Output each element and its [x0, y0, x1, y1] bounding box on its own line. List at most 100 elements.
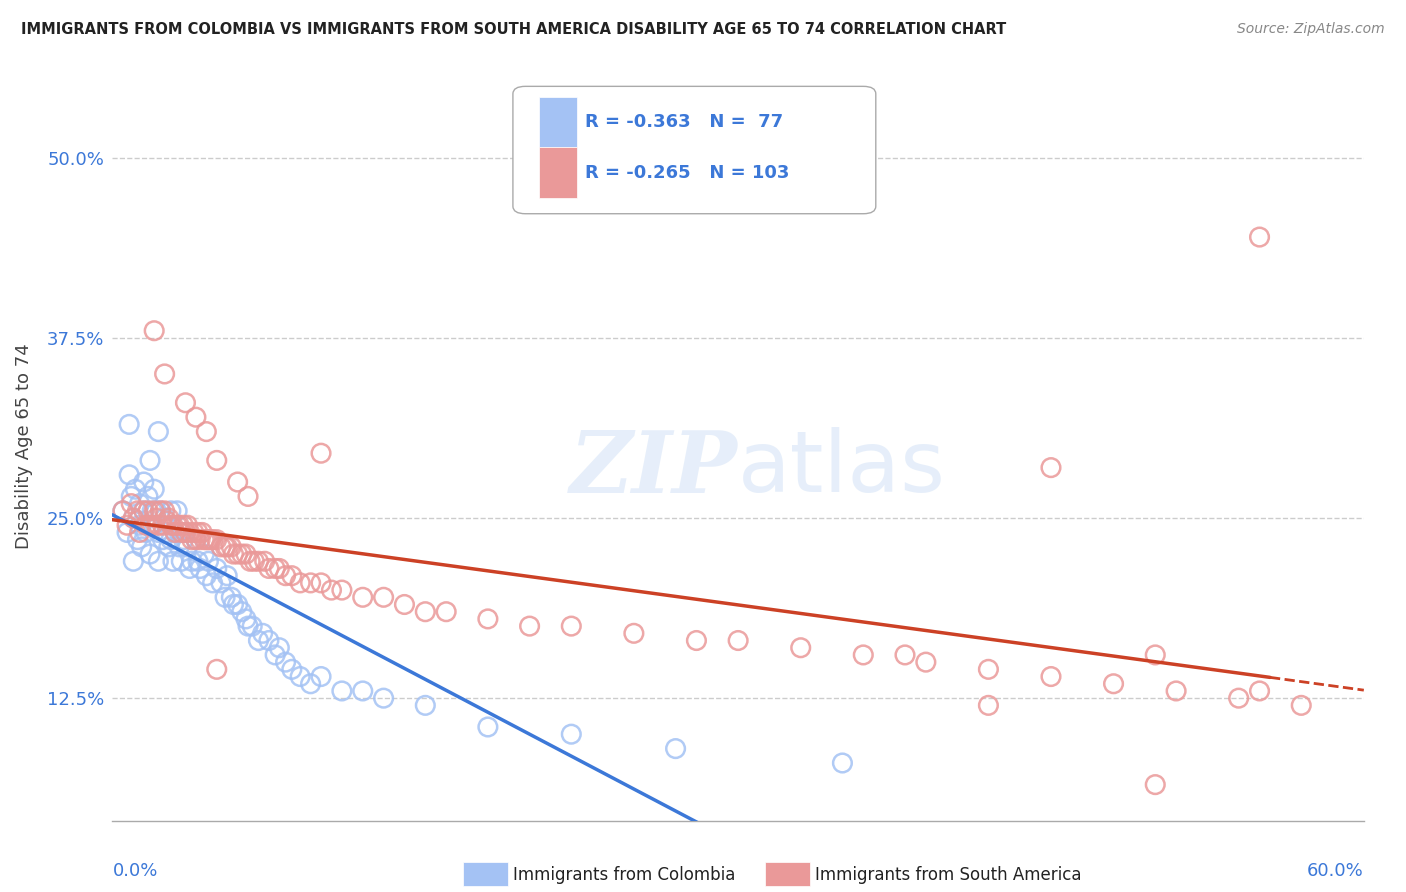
Point: [321, 583, 343, 598]
Point: [330, 684, 353, 698]
Point: [120, 490, 142, 504]
Point: [153, 511, 176, 525]
Text: R = -0.363   N =  77: R = -0.363 N = 77: [585, 113, 783, 131]
Point: [231, 547, 253, 561]
Point: [139, 453, 162, 467]
Point: [253, 554, 276, 568]
Text: 0.0%: 0.0%: [112, 863, 157, 880]
Point: [477, 612, 499, 626]
Point: [195, 533, 218, 547]
Point: [118, 467, 141, 482]
Point: [163, 525, 186, 540]
Point: [1249, 230, 1271, 244]
Point: [221, 591, 243, 605]
Text: 60.0%: 60.0%: [1308, 863, 1364, 880]
Point: [560, 727, 582, 741]
Text: Immigrants from Colombia: Immigrants from Colombia: [513, 866, 735, 884]
Point: [167, 518, 190, 533]
Point: [152, 518, 174, 533]
Text: Source: ZipAtlas.com: Source: ZipAtlas.com: [1237, 22, 1385, 37]
Point: [281, 662, 304, 676]
Text: atlas: atlas: [738, 427, 946, 510]
Point: [170, 554, 193, 568]
Point: [217, 568, 239, 582]
Point: [193, 547, 215, 561]
Point: [148, 425, 170, 439]
Point: [160, 518, 183, 533]
Point: [252, 626, 274, 640]
Point: [163, 525, 186, 540]
Point: [184, 410, 207, 425]
Point: [132, 475, 155, 489]
Point: [239, 554, 262, 568]
Point: [269, 640, 291, 655]
Point: [373, 691, 395, 706]
Point: [191, 525, 214, 540]
Point: [226, 598, 249, 612]
Point: [131, 540, 153, 554]
Point: [231, 605, 253, 619]
Point: [200, 533, 222, 547]
Point: [309, 446, 332, 460]
Point: [136, 490, 159, 504]
Point: [183, 525, 205, 540]
Point: [157, 540, 180, 554]
Point: [160, 504, 183, 518]
Point: [269, 561, 291, 575]
Point: [240, 619, 263, 633]
Point: [1144, 778, 1167, 792]
Point: [160, 533, 183, 547]
Point: [1227, 691, 1250, 706]
Point: [162, 518, 184, 533]
Point: [145, 504, 167, 518]
Point: [167, 540, 190, 554]
Point: [176, 518, 198, 533]
Point: [111, 504, 134, 518]
Y-axis label: Disability Age 65 to 74: Disability Age 65 to 74: [15, 343, 32, 549]
Point: [118, 417, 141, 432]
Point: [143, 518, 166, 533]
Point: [1102, 677, 1125, 691]
Point: [201, 533, 224, 547]
Point: [187, 554, 209, 568]
Point: [172, 518, 194, 533]
Point: [894, 648, 917, 662]
Point: [141, 518, 163, 533]
Point: [623, 626, 645, 640]
Point: [115, 525, 138, 540]
Point: [330, 583, 353, 598]
Point: [139, 547, 162, 561]
Point: [236, 490, 259, 504]
Point: [115, 518, 138, 533]
Point: [136, 504, 159, 518]
Point: [209, 540, 232, 554]
Point: [172, 533, 194, 547]
Point: [290, 575, 312, 590]
Point: [413, 698, 436, 713]
Point: [1039, 669, 1063, 683]
Point: [153, 367, 176, 381]
Point: [222, 598, 245, 612]
Point: [281, 568, 304, 582]
Point: [145, 511, 167, 525]
Point: [197, 533, 219, 547]
Point: [195, 425, 218, 439]
Point: [187, 525, 209, 540]
Point: [413, 605, 436, 619]
Point: [197, 554, 219, 568]
Text: IMMIGRANTS FROM COLOMBIA VS IMMIGRANTS FROM SOUTH AMERICA DISABILITY AGE 65 TO 7: IMMIGRANTS FROM COLOMBIA VS IMMIGRANTS F…: [21, 22, 1007, 37]
Point: [132, 504, 155, 518]
Point: [257, 633, 280, 648]
Point: [170, 525, 193, 540]
Point: [727, 633, 749, 648]
Point: [1249, 684, 1271, 698]
Point: [170, 525, 193, 540]
Point: [434, 605, 457, 619]
Point: [274, 655, 297, 669]
Point: [1164, 684, 1187, 698]
Point: [127, 504, 149, 518]
Point: [179, 525, 201, 540]
Point: [214, 591, 236, 605]
Point: [222, 547, 245, 561]
Point: [290, 669, 312, 683]
